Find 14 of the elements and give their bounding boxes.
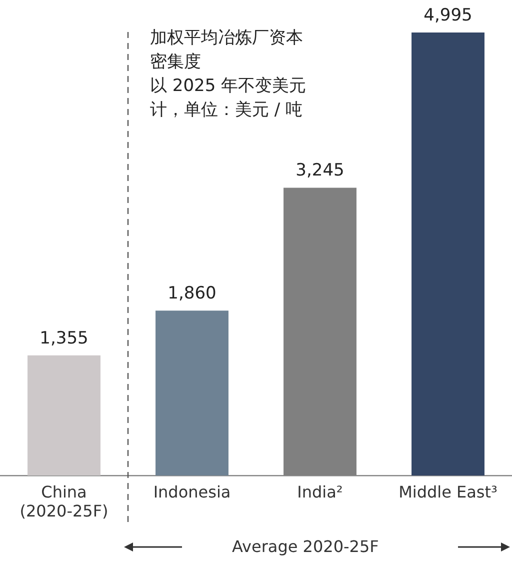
x-tick-label: Indonesia xyxy=(153,482,231,502)
x-tick-label: India² xyxy=(297,482,343,502)
text: 加权平均冶炼厂资本密集度 xyxy=(150,27,304,74)
data-label: 3,245 xyxy=(296,160,344,181)
bar xyxy=(28,355,100,476)
text: 以 2025 年不变美元计，单位：美元 / 吨 xyxy=(150,75,308,122)
bar xyxy=(412,32,484,476)
data-label: 4,995 xyxy=(424,5,472,26)
text: Average 2020-25F xyxy=(232,537,379,556)
bar xyxy=(156,310,228,476)
data-label: 1,860 xyxy=(168,284,216,304)
x-tick-label: China (2020-25F) xyxy=(20,482,108,521)
x-tick-label: Middle East³ xyxy=(398,482,498,502)
data-label: 1,355 xyxy=(40,328,88,348)
